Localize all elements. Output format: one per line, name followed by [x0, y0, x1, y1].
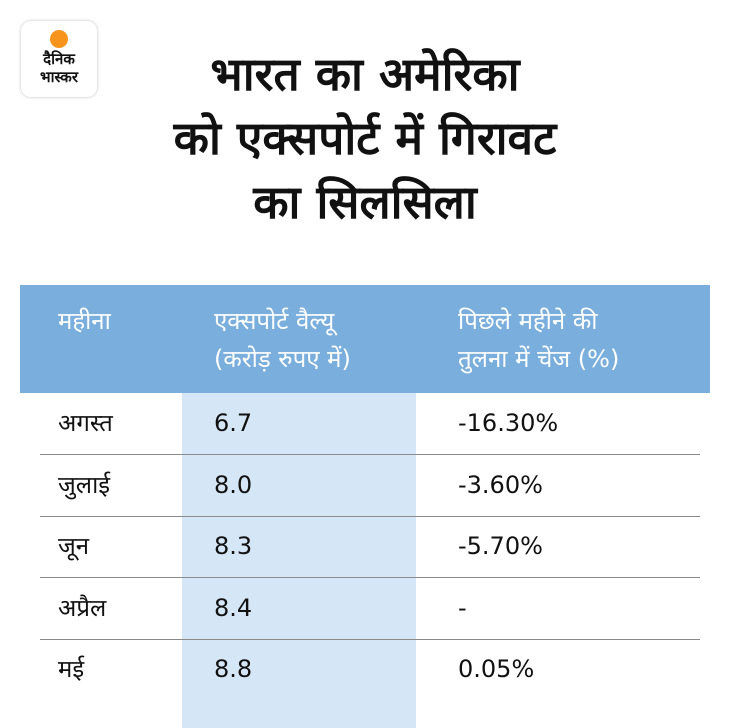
cell-export-value: 8.3 — [214, 532, 253, 560]
sun-icon — [50, 30, 68, 48]
page-title: भारत का अमेरिका को एक्सपोर्ट में गिरावट … — [100, 42, 630, 234]
table-row: मई 8.8 0.05% — [40, 640, 700, 701]
cell-export-value: 6.7 — [214, 409, 253, 437]
cell-month: मई — [58, 655, 85, 683]
cell-change: - — [458, 593, 467, 622]
row-divider — [40, 515, 700, 517]
cell-month: जून — [58, 532, 90, 560]
table-row: अप्रैल 8.4 - — [40, 579, 700, 640]
title-line: को एक्सपोर्ट में गिरावट — [173, 111, 557, 165]
row-divider — [40, 454, 700, 455]
cell-month: अप्रैल — [58, 593, 107, 622]
dainik-bhaskar-logo: दैनिक भास्कर — [21, 21, 97, 97]
table-row: जून 8.3 -5.70% — [40, 517, 700, 578]
cell-month: अगस्त — [58, 409, 113, 437]
cell-export-value: 8.0 — [214, 470, 253, 499]
column-header-change: पिछले महीने की तुलना में चेंज (%) — [458, 307, 620, 373]
cell-change: 0.05% — [458, 655, 535, 683]
cell-month: जुलाई — [58, 470, 111, 499]
table-row: अगस्त 6.7 -16.30% — [40, 394, 700, 455]
cell-export-value: 8.8 — [214, 655, 253, 683]
row-divider — [40, 577, 700, 578]
cell-change: -3.60% — [458, 470, 543, 499]
cell-export-value: 8.4 — [214, 593, 253, 622]
logo-text-line1: दैनिक — [43, 50, 75, 68]
column-header-export-value: एक्सपोर्ट वैल्यू (करोड़ रुपए में) — [214, 307, 351, 373]
cell-change: -5.70% — [458, 532, 543, 560]
highlight-column — [182, 393, 416, 728]
title-line: का सिलसिला — [253, 175, 477, 229]
logo-text-line2: भास्कर — [40, 68, 78, 86]
table-row: जुलाई 8.0 -3.60% — [40, 456, 700, 517]
row-divider — [40, 638, 700, 640]
table-header — [20, 285, 710, 393]
title-line: भारत का अमेरिका — [210, 47, 520, 101]
cell-change: -16.30% — [458, 409, 559, 437]
column-header-month: महीना — [58, 307, 111, 335]
